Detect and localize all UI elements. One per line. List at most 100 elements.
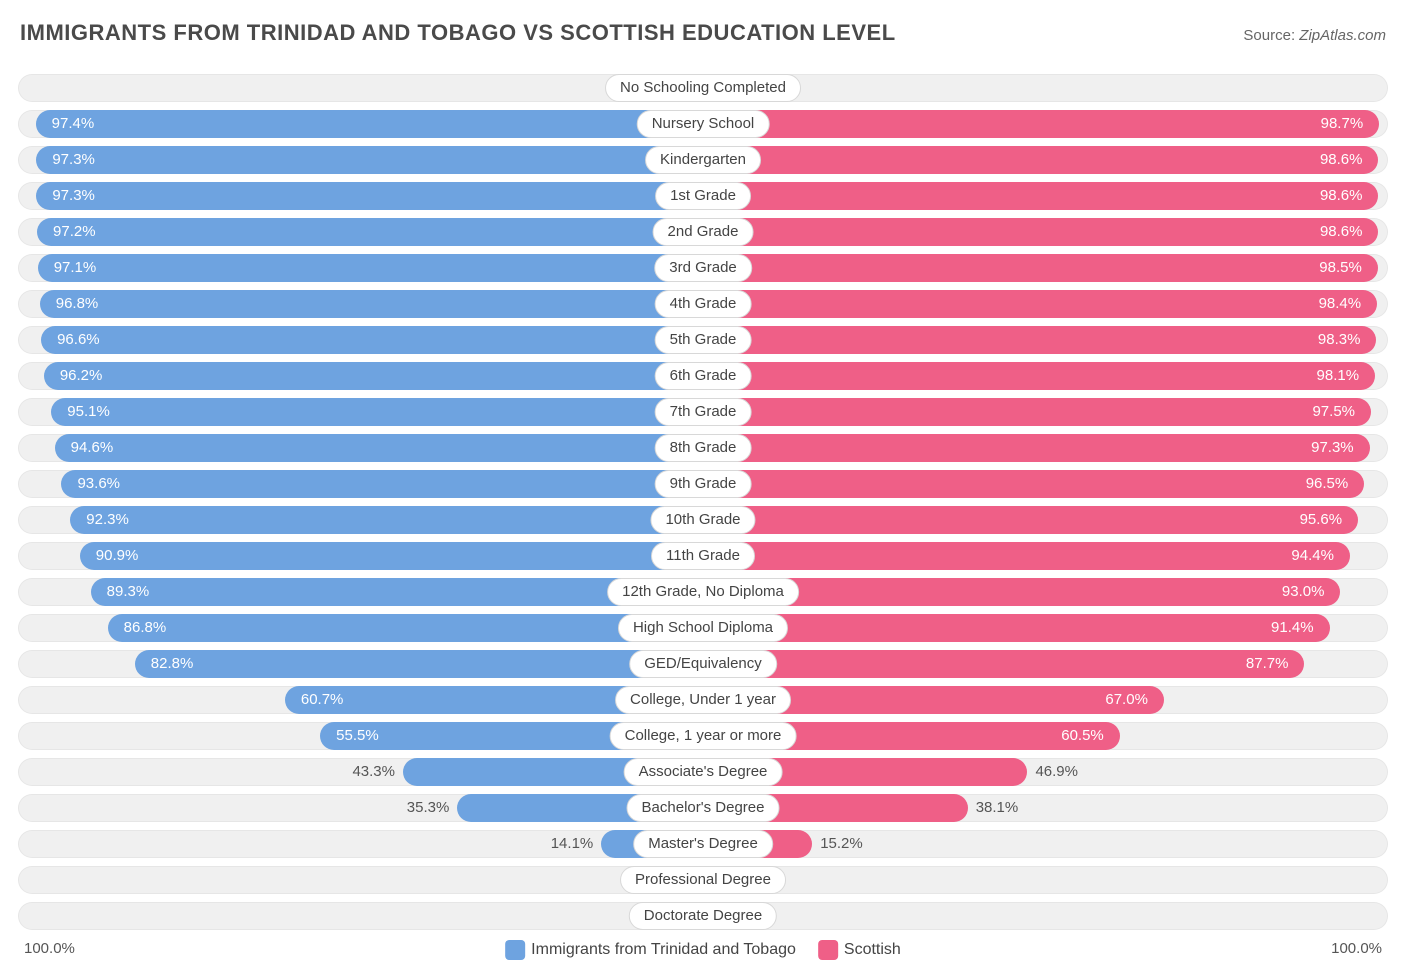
- value-right: 96.5%: [1306, 470, 1349, 498]
- bar-right: [709, 110, 1379, 138]
- chart-row: 86.8%91.4%High School Diploma: [18, 610, 1388, 646]
- category-label: Professional Degree: [620, 866, 786, 894]
- value-left: 55.5%: [336, 722, 379, 750]
- category-label: No Schooling Completed: [605, 74, 801, 102]
- source-label: Source:: [1243, 27, 1299, 44]
- axis-max-right: 100.0%: [1331, 940, 1382, 957]
- bar-left: [44, 362, 697, 390]
- category-label: Master's Degree: [633, 830, 773, 858]
- track-right: [709, 74, 1388, 102]
- chart-row: 97.2% 98.6% 2nd Grade: [18, 214, 1388, 250]
- bar-right: [709, 614, 1330, 642]
- axis-legend-row: 100.0% 100.0% Immigrants from Trinidad and…: [18, 940, 1388, 970]
- category-label: High School Diploma: [618, 614, 788, 642]
- value-right: 15.2%: [820, 830, 863, 858]
- value-right: 46.9%: [1035, 758, 1078, 786]
- category-label: 1st Grade: [655, 182, 751, 210]
- bar-right: [709, 254, 1378, 282]
- category-label: 4th Grade: [655, 290, 752, 318]
- category-label: 2nd Grade: [653, 218, 754, 246]
- bar-right: [709, 578, 1340, 606]
- value-right: 97.3%: [1311, 434, 1354, 462]
- bar-right: [709, 398, 1371, 426]
- bar-right: [709, 542, 1350, 570]
- track-left: [18, 866, 697, 894]
- legend-item-right: Scottish: [818, 940, 901, 960]
- bar-left: [51, 398, 697, 426]
- value-left: 89.3%: [107, 578, 150, 606]
- category-label: 10th Grade: [650, 506, 755, 534]
- value-right: 98.1%: [1317, 362, 1360, 390]
- value-left: 60.7%: [301, 686, 344, 714]
- chart-row: 96.6%98.3%5th Grade: [18, 322, 1388, 358]
- bar-left: [70, 506, 697, 534]
- value-right: 98.5%: [1319, 254, 1362, 282]
- bar-left: [36, 110, 697, 138]
- source-name: ZipAtlas.com: [1299, 27, 1386, 44]
- value-right: 87.7%: [1246, 650, 1289, 678]
- category-label: 5th Grade: [655, 326, 752, 354]
- value-right: 98.7%: [1321, 110, 1364, 138]
- value-right: 98.6%: [1320, 218, 1363, 246]
- bar-left: [36, 146, 697, 174]
- page-title: IMMIGRANTS FROM TRINIDAD AND TOBAGO VS S…: [20, 20, 896, 46]
- bar-left: [36, 182, 697, 210]
- value-right: 67.0%: [1105, 686, 1148, 714]
- value-left: 92.3%: [86, 506, 129, 534]
- legend-label-left: Immigrants from Trinidad and Tobago: [531, 941, 796, 959]
- category-label: College, Under 1 year: [615, 686, 791, 714]
- bar-right: [709, 326, 1376, 354]
- legend-label-right: Scottish: [844, 941, 901, 959]
- category-label: Nursery School: [637, 110, 770, 138]
- value-left: 14.1%: [551, 830, 594, 858]
- chart-row: 96.8% 98.4% 4th Grade: [18, 286, 1388, 322]
- value-left: 96.2%: [60, 362, 103, 390]
- bar-left: [37, 218, 697, 246]
- value-left: 97.2%: [53, 218, 96, 246]
- track-right: [709, 866, 1388, 894]
- chart-row: 43.3%46.9%Associate's Degree: [18, 754, 1388, 790]
- value-right: 98.4%: [1319, 290, 1362, 318]
- bar-left: [40, 290, 697, 318]
- value-left: 90.9%: [96, 542, 139, 570]
- bar-left: [108, 614, 697, 642]
- category-label: 12th Grade, No Diploma: [607, 578, 799, 606]
- bar-left: [135, 650, 697, 678]
- track-left: [18, 902, 697, 930]
- track-right: [709, 902, 1388, 930]
- bar-right: [709, 470, 1364, 498]
- chart-row: 90.9%94.4%11th Grade: [18, 538, 1388, 574]
- value-left: 35.3%: [407, 794, 450, 822]
- bar-left: [61, 470, 697, 498]
- chart-row: 55.5%60.5%College, 1 year or more: [18, 718, 1388, 754]
- chart-row: 35.3%38.1%Bachelor's Degree: [18, 790, 1388, 826]
- chart-row: 97.1%98.5%3rd Grade: [18, 250, 1388, 286]
- category-label: 6th Grade: [655, 362, 752, 390]
- bar-left: [80, 542, 697, 570]
- chart-row: 89.3% 93.0% 12th Grade, No Diploma: [18, 574, 1388, 610]
- bar-right: [709, 290, 1377, 318]
- value-right: 94.4%: [1291, 542, 1334, 570]
- value-right: 60.5%: [1061, 722, 1104, 750]
- chart-row: 2.6%1.4%No Schooling Completed: [18, 70, 1388, 106]
- chart-row: 14.1% 15.2% Master's Degree: [18, 826, 1388, 862]
- bar-right: [709, 218, 1378, 246]
- axis-max-left: 100.0%: [24, 940, 75, 957]
- value-right: 93.0%: [1282, 578, 1325, 606]
- chart-row: 94.6%97.3%8th Grade: [18, 430, 1388, 466]
- bar-right: [709, 182, 1378, 210]
- value-left: 96.8%: [56, 290, 99, 318]
- bar-left: [55, 434, 697, 462]
- value-left: 97.3%: [52, 182, 95, 210]
- value-left: 97.3%: [52, 146, 95, 174]
- category-label: Bachelor's Degree: [627, 794, 780, 822]
- bar-left: [38, 254, 697, 282]
- chart-row: 97.4%98.7%Nursery School: [18, 106, 1388, 142]
- value-left: 94.6%: [71, 434, 114, 462]
- value-left: 93.6%: [77, 470, 120, 498]
- category-label: 9th Grade: [655, 470, 752, 498]
- value-right: 98.6%: [1320, 146, 1363, 174]
- chart-row: 60.7% 67.0% College, Under 1 year: [18, 682, 1388, 718]
- legend: Immigrants from Trinidad and Tobago Scott…: [505, 940, 901, 960]
- category-label: 7th Grade: [655, 398, 752, 426]
